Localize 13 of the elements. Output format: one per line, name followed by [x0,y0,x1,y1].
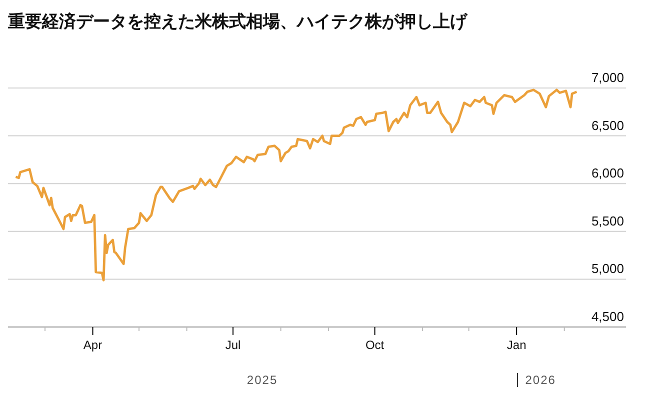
x-tick-label: Oct [365,338,385,352]
x-tick-label: Jul [225,338,241,352]
y-tick-label: 6,000 [591,166,624,181]
x-tick-label: Jan [506,338,526,352]
x-tick-label: Apr [83,338,102,352]
y-tick-label: 5,000 [591,261,624,276]
y-tick-label: 5,500 [591,213,624,228]
text: 2026 [525,373,556,387]
y-tick-label: 6,500 [591,118,624,133]
y-tick-label: 7,000 [591,70,624,85]
y-tick-label: 4,500 [591,309,624,324]
text: 2025 [246,373,278,387]
chart-title: 重要経済データを控えた米株式相場、ハイテク株が押し上げ [8,11,467,33]
